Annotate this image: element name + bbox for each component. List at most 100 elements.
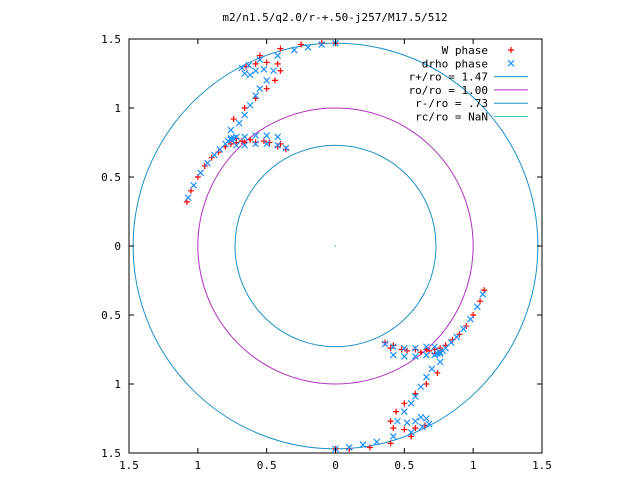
point-1-11 — [241, 133, 249, 141]
point-1-19 — [241, 141, 249, 149]
point-1-22 — [227, 126, 235, 134]
point-1-62 — [431, 343, 439, 351]
chart-title: m2/n1.5/q2.0/r-+.50-j257/M17.5/512 — [222, 11, 447, 24]
x-tick-label-5: 1 — [470, 459, 477, 472]
point-0-54 — [423, 381, 430, 387]
point-1-68 — [411, 392, 419, 400]
point-1-3 — [204, 159, 211, 167]
point-1-27 — [256, 85, 264, 93]
legend-label-4: r-/ro = .73 — [415, 97, 488, 110]
point-0-61 — [412, 425, 419, 432]
point-1-52 — [431, 351, 439, 359]
point-1-57 — [381, 340, 389, 348]
point-1-56 — [389, 351, 397, 359]
point-1-16 — [274, 141, 282, 149]
point-1-13 — [263, 132, 271, 140]
point-0-26 — [263, 59, 270, 66]
point-1-61 — [422, 343, 430, 351]
x-tick-label-2: 0.5 — [257, 459, 277, 472]
x-tick-label-4: 0.5 — [394, 459, 414, 472]
point-1-71 — [394, 417, 401, 425]
point-1-80 — [373, 438, 381, 446]
point-1-10 — [232, 133, 240, 141]
point-0-24 — [277, 67, 284, 74]
x-tick-label-6: 1.5 — [532, 459, 552, 472]
point-0-30 — [277, 45, 284, 52]
legend-label-1: drho phase — [422, 57, 488, 70]
x-tick-label-1: 1 — [195, 459, 202, 472]
origin-dot — [334, 245, 337, 247]
point-1-65 — [428, 365, 436, 373]
point-1-17 — [263, 140, 271, 148]
point-1-44 — [466, 315, 474, 323]
point-1-29 — [270, 67, 277, 75]
circle-1 — [197, 107, 474, 385]
data-points — [183, 39, 488, 453]
point-1-45 — [460, 325, 467, 333]
point-0-35 — [477, 298, 484, 305]
point-1-21 — [227, 134, 235, 142]
point-1-46 — [453, 333, 461, 341]
point-1-26 — [252, 92, 260, 100]
point-1-32 — [246, 71, 254, 79]
circle-2 — [234, 144, 437, 348]
point-0-64 — [387, 440, 394, 447]
legend-label-5: rc/ro = NaN — [415, 111, 488, 124]
y-tick-label-2: 0.5 — [101, 171, 121, 184]
point-0-25 — [274, 60, 281, 67]
point-1-15 — [282, 144, 290, 152]
point-0-23 — [271, 77, 278, 84]
point-1-25 — [246, 101, 254, 109]
point-1-58 — [389, 343, 397, 351]
point-0-53 — [434, 369, 441, 376]
point-0-29 — [256, 52, 263, 59]
point-1-63 — [436, 350, 444, 358]
point-1-24 — [241, 111, 249, 119]
point-0-60 — [401, 426, 408, 433]
point-1-81 — [359, 441, 367, 449]
point-1-36 — [256, 56, 264, 64]
point-0-22 — [263, 85, 270, 92]
point-1-76 — [425, 420, 433, 428]
legend-swatch-1 — [507, 59, 515, 67]
point-0-63 — [408, 433, 415, 440]
legend-label-2: r+/ro = 1.47 — [409, 71, 488, 84]
legend-swatch-0 — [508, 47, 514, 53]
legend-label-0: W phase — [442, 44, 488, 57]
point-1-30 — [260, 65, 268, 73]
point-1-5 — [216, 145, 224, 153]
x-tick-label-3: 0 — [332, 459, 339, 472]
point-1-82 — [345, 444, 353, 451]
point-1-34 — [238, 64, 246, 72]
point-1-72 — [403, 419, 411, 427]
point-0-58 — [387, 418, 394, 425]
point-1-0 — [184, 194, 192, 202]
point-1-59 — [400, 344, 408, 352]
point-1-67 — [417, 383, 425, 391]
point-1-4 — [210, 151, 218, 159]
point-1-73 — [411, 417, 419, 425]
point-0-56 — [401, 400, 408, 407]
point-1-79 — [389, 433, 397, 440]
point-1-54 — [411, 352, 419, 360]
point-1-53 — [422, 351, 430, 359]
point-1-1 — [190, 181, 198, 189]
point-1-64 — [436, 358, 444, 366]
y-tick-label-0: 1.5 — [101, 33, 121, 46]
point-0-1 — [187, 187, 194, 194]
point-0-59 — [390, 425, 397, 432]
point-1-33 — [241, 70, 249, 77]
point-1-43 — [473, 303, 481, 311]
point-1-47 — [447, 339, 455, 347]
y-tick-label-5: 1 — [114, 378, 121, 391]
point-1-40 — [318, 41, 326, 48]
point-0-44 — [417, 349, 424, 356]
point-0-27 — [252, 60, 259, 67]
point-1-55 — [400, 352, 408, 360]
point-1-31 — [252, 67, 260, 75]
point-1-77 — [418, 423, 426, 431]
point-1-28 — [263, 76, 271, 84]
axes: 1.5 1 0.5 0 0.5 1 1.51.510.500.511.5 — [101, 33, 552, 472]
